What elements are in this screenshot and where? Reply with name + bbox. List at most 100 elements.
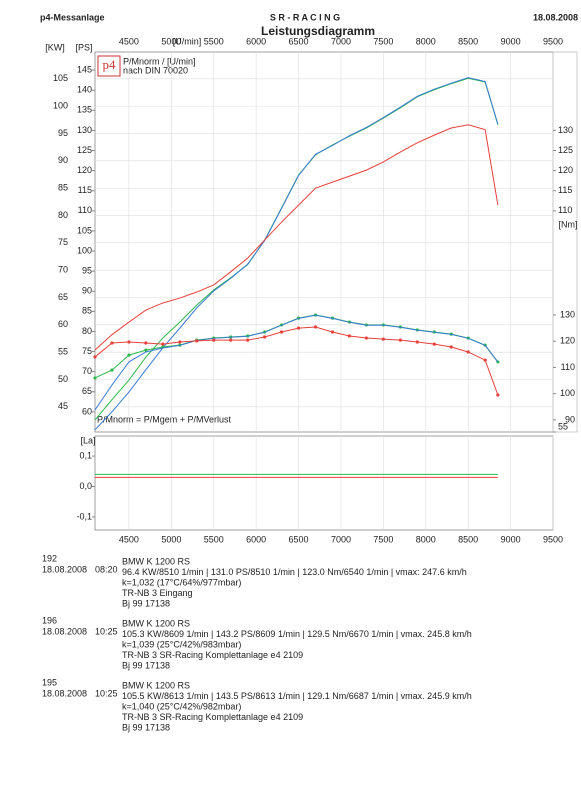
- y2-tick-label: 145: [77, 64, 92, 74]
- series-marker: [483, 358, 487, 362]
- series-marker: [364, 336, 369, 340]
- y2-tick-label-right: 130: [558, 125, 573, 135]
- y2-tick-label: 85: [82, 306, 92, 316]
- y-tick-label: 50: [58, 374, 68, 384]
- x-tick-label: 9500: [543, 534, 563, 544]
- y-tick-label: 45: [58, 401, 68, 411]
- series-marker: [110, 368, 114, 372]
- x-tick-label: 7000: [331, 36, 351, 46]
- note-line: nach DIN 70020: [123, 65, 188, 75]
- series-marker: [110, 341, 114, 345]
- y2-tick-label-right: 125: [558, 145, 573, 155]
- x-tick-label: 9000: [501, 36, 521, 46]
- run-line: BMW K 1200 RS: [122, 618, 190, 628]
- x-tick-label: 9000: [501, 534, 521, 544]
- series-marker: [144, 341, 148, 345]
- series-marker: [229, 338, 233, 342]
- series-marker: [127, 340, 131, 344]
- run-line: BMW K 1200 RS: [122, 556, 190, 566]
- y2-tick-label-right: 110: [558, 205, 572, 215]
- y-tick-label: 70: [58, 265, 68, 275]
- y-tick-label: 65: [58, 292, 68, 302]
- run-line: k=1,040 (25°C/42%/982mbar): [122, 701, 241, 711]
- y-tick-label: 0,1: [79, 450, 92, 460]
- y-tick-label: -0,1: [76, 511, 92, 521]
- run-line: Bj 99 17138: [122, 598, 170, 608]
- run-line: 105.3 KW/8609 1/min | 143.2 PS/8609 1/mi…: [122, 629, 472, 639]
- run-line: BMW K 1200 RS: [122, 680, 190, 690]
- x-tick-label: 7000: [331, 534, 351, 544]
- series-marker: [432, 342, 436, 346]
- y2-tick-label: 120: [77, 165, 92, 175]
- run-time: 10:25: [95, 626, 118, 636]
- note-line: P/Mnorm / [U/min]: [123, 56, 196, 66]
- x-tick-label: 5000: [161, 534, 181, 544]
- y2-tick-label: 60: [82, 406, 92, 416]
- y2-tick-label: 125: [77, 145, 92, 155]
- x-tick-label: 7500: [373, 36, 393, 46]
- y2-tick-label: 90: [82, 286, 92, 296]
- series-marker: [246, 338, 250, 342]
- x-tick-label: 8500: [458, 36, 478, 46]
- y2-tick-label: 130: [77, 125, 92, 135]
- run-line: TR-NB 3 SR-Racing Komplettanlage e4 2109: [122, 712, 303, 722]
- logo: p4: [103, 57, 117, 72]
- run-id: 195: [42, 677, 57, 687]
- run-line: k=1,032 (17°C/64%/977mbar): [122, 577, 241, 587]
- y2-tick-label: 115: [78, 185, 92, 195]
- chart-title: Leistungsdiagramm: [261, 24, 375, 38]
- y2-tick-label: 105: [77, 225, 92, 235]
- series-marker: [279, 330, 284, 334]
- series-marker: [496, 393, 500, 397]
- run-line: TR-NB 3 SR-Racing Komplettanlage e4 2109: [122, 650, 303, 660]
- y-tick-label: 55: [58, 347, 68, 357]
- series-marker: [398, 338, 402, 342]
- run-time: 10:25: [95, 688, 118, 698]
- y-tick-label: 90: [58, 155, 68, 165]
- y3-tick-label: 90: [565, 414, 575, 424]
- series-marker: [93, 376, 97, 380]
- y-axis-label: [KW]: [45, 42, 65, 52]
- y2-tick-label-right: 115: [558, 185, 572, 195]
- series-marker: [144, 348, 148, 352]
- y2-tick-label: 75: [82, 346, 92, 356]
- y-tick-label: 85: [58, 183, 68, 193]
- x-tick-label: 4500: [119, 36, 139, 46]
- y-tick-label: 95: [58, 128, 68, 138]
- y3-axis-label: [Nm]: [559, 219, 578, 229]
- y2-tick-label: 95: [82, 266, 92, 276]
- y2-tick-label: 110: [78, 205, 92, 215]
- header-date: 18.08.2008: [533, 12, 578, 22]
- y-tick-label: 100: [53, 101, 68, 111]
- run-time: 08:20: [95, 564, 118, 574]
- run-id: 192: [42, 553, 57, 563]
- header-center: S R - R A C I N G: [270, 12, 340, 22]
- x-tick-label: 6500: [289, 36, 309, 46]
- y2-tick-label: 100: [77, 245, 92, 255]
- y2-tick-label: 65: [82, 386, 92, 396]
- run-date: 18.08.2008: [42, 626, 87, 636]
- series-marker: [263, 335, 267, 339]
- y-tick-label: 80: [58, 210, 68, 220]
- run-line: Bj 99 17138: [122, 722, 170, 732]
- y3-tick-label: 100: [560, 388, 575, 398]
- series-marker: [212, 338, 216, 342]
- x-tick-label: 8000: [416, 36, 436, 46]
- x-tick-label: 8000: [416, 534, 436, 544]
- y2-tick-label: 135: [77, 105, 92, 115]
- lambda-axis-label: [La]: [80, 435, 95, 445]
- x-tick-label: 6500: [289, 534, 309, 544]
- run-line: TR-NB 3 Eingang: [122, 588, 193, 598]
- x-tick-label: 5500: [204, 534, 224, 544]
- x-tick-label: 5000: [161, 36, 181, 46]
- x-tick-label: 6000: [246, 36, 266, 46]
- series-marker: [466, 350, 470, 354]
- series-marker: [93, 355, 97, 359]
- run-line: 96.4 KW/8510 1/min | 131.0 PS/8510 1/min…: [122, 567, 467, 577]
- series-marker: [195, 339, 199, 343]
- series-marker: [313, 325, 318, 329]
- x-tick-label: 4500: [119, 534, 139, 544]
- series-marker: [347, 334, 352, 338]
- x-tick-label: 7500: [373, 534, 393, 544]
